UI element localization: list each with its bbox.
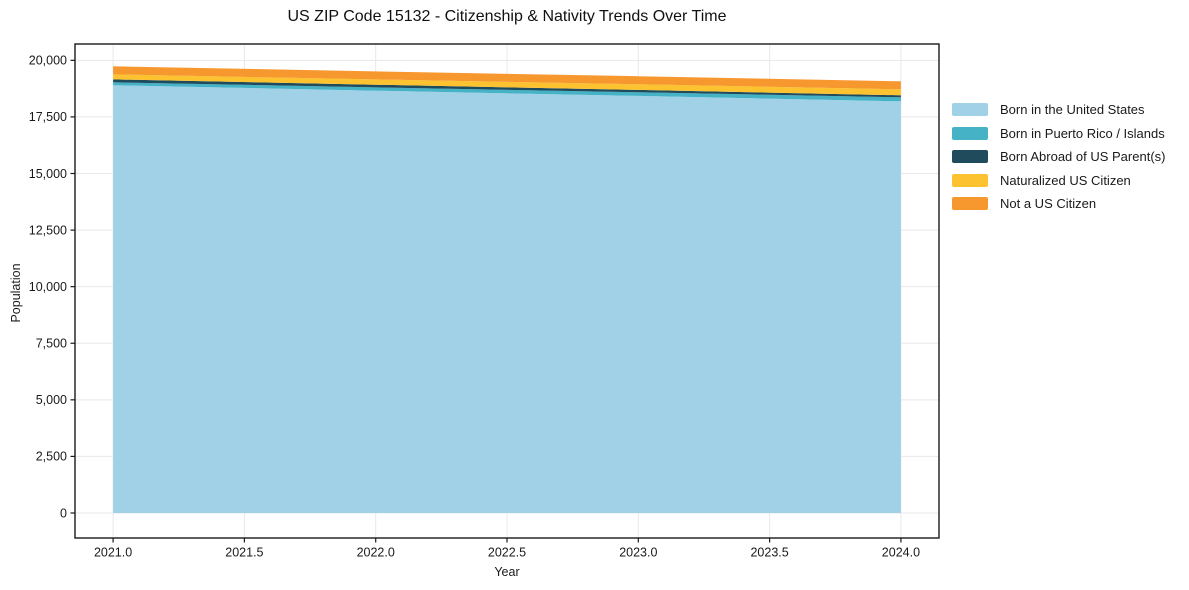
legend-item-2: Born Abroad of US Parent(s) [952,149,1166,164]
y-tick-label: 0 [60,506,67,520]
legend-swatch-icon [952,173,988,187]
y-tick-label: 2,500 [36,450,67,464]
legend-label: Naturalized US Citizen [1000,172,1131,188]
chart-title: US ZIP Code 15132 - Citizenship & Nativi… [287,8,727,25]
x-tick-label: 2021.0 [94,546,132,560]
area-series-0 [113,85,901,513]
x-tick-label: 2024.0 [882,546,920,560]
y-tick-label: 20,000 [29,54,67,68]
legend-item-3: Naturalized US Citizen [952,172,1165,188]
y-tick-label: 15,000 [29,167,67,181]
y-tick-label: 17,500 [29,110,67,124]
legend: Born in the United States Born in Puerto … [952,102,1166,211]
legend-swatch-icon [952,197,988,210]
x-tick-label: 2022.0 [357,546,395,560]
legend-label: Born Abroad of US Parent(s) [1000,149,1166,164]
y-tick-label: 7,500 [36,337,67,351]
area-series-2 [113,79,901,98]
x-tick-label: 2022.5 [488,546,526,560]
area-series-3 [113,74,901,96]
legend-item-0: Born in the United States [952,102,1165,117]
x-axis-label: Year [494,565,520,579]
x-tick-label: 2021.5 [225,546,263,560]
legend-swatch-icon [952,126,988,140]
x-tick-label: 2023.5 [750,546,788,560]
legend-item-4: Not a US Citizen [952,196,1165,211]
legend-item-1: Born in Puerto Rico / Islands [952,125,1165,141]
y-tick-label: 12,500 [29,223,67,237]
legend-label: Not a US Citizen [1000,196,1097,211]
area-series-4 [113,66,901,90]
x-tick-label: 2023.0 [619,546,657,560]
y-tick-label: 10,000 [29,280,67,294]
legend-label: Born in the United States [1000,102,1145,117]
legend-swatch-icon [952,150,988,163]
legend-swatch-icon [952,103,988,116]
area-series-1 [113,82,901,102]
legend-label: Born in Puerto Rico / Islands [1000,125,1165,141]
y-tick-label: 5,000 [36,393,67,407]
